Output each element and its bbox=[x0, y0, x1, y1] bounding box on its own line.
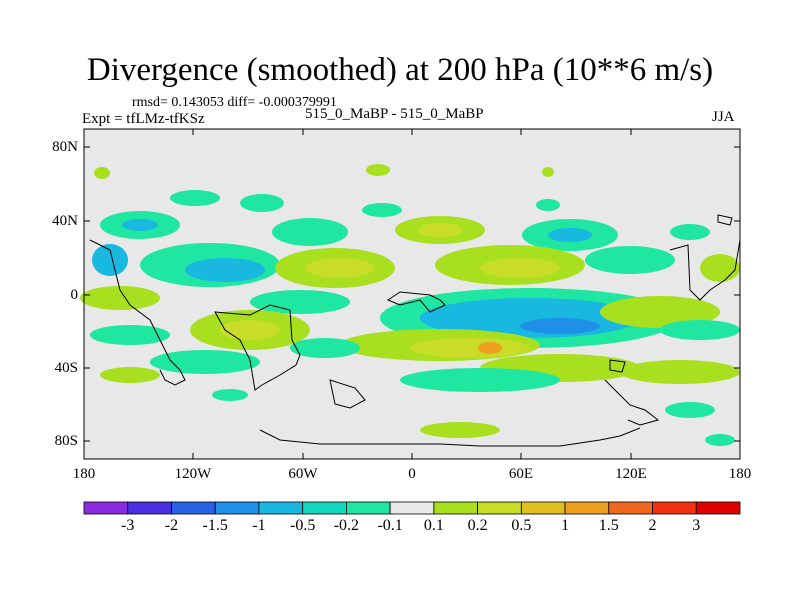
contour-blob bbox=[362, 203, 402, 217]
contour-blob bbox=[480, 258, 560, 278]
contour-blob bbox=[400, 368, 560, 392]
colorbar bbox=[83, 501, 741, 515]
colorbar-tick-label: 0.5 bbox=[511, 517, 532, 534]
colorbar-tick-label: -1 bbox=[252, 517, 266, 534]
colorbar-swatch bbox=[389, 501, 435, 515]
contour-blob bbox=[620, 360, 740, 384]
contour-blob bbox=[250, 290, 350, 314]
colorbar-tick-label: 1 bbox=[561, 517, 570, 534]
colorbar-swatch bbox=[608, 501, 653, 515]
colorbar-tick-label: 0.2 bbox=[467, 517, 488, 534]
stats-label: rmsd= 0.143053 diff= -0.000379991 bbox=[132, 95, 337, 110]
plot-title: Divergence (smoothed) at 200 hPa (10**6 … bbox=[86, 52, 714, 88]
maritime-coastline bbox=[609, 359, 626, 373]
south-america-coastline bbox=[214, 304, 301, 391]
x-tick-label: 120E bbox=[615, 466, 647, 482]
colorbar-swatch bbox=[258, 501, 304, 515]
contour-blob bbox=[410, 338, 530, 358]
colorbar-swatch bbox=[214, 501, 260, 515]
contour-blob bbox=[418, 223, 462, 237]
colorbar-swatch bbox=[302, 501, 347, 515]
axis-ticks bbox=[84, 129, 740, 459]
colorbar-tick-label: 3 bbox=[692, 517, 701, 534]
contour-blob bbox=[272, 218, 348, 246]
contour-blob bbox=[92, 244, 128, 276]
contour-blob bbox=[94, 167, 110, 179]
colorbar-swatch bbox=[433, 501, 478, 515]
contour-blob bbox=[542, 167, 554, 177]
x-tick-label: 0 bbox=[408, 466, 416, 482]
contour-blob bbox=[600, 296, 720, 328]
y-tick-label: 40N bbox=[52, 213, 78, 229]
colorbar-tick-label: -2 bbox=[164, 517, 179, 534]
y-tick-label: 80N bbox=[52, 139, 78, 155]
colorbar-swatch bbox=[520, 501, 566, 515]
colorbar-swatch bbox=[652, 501, 697, 515]
contour-blob bbox=[705, 434, 735, 446]
colorbar-tick-label: -0.2 bbox=[333, 517, 360, 534]
africa-coastline bbox=[386, 291, 446, 313]
map-panel bbox=[80, 128, 741, 460]
contour-blob bbox=[185, 258, 265, 282]
contour-blob bbox=[665, 402, 715, 418]
colorbar-swatch bbox=[171, 501, 216, 515]
colorbar-tick-label: -0.5 bbox=[289, 517, 316, 534]
colorbar-tick-label: -1.5 bbox=[202, 517, 228, 534]
contour-blob bbox=[670, 224, 710, 240]
coastlines bbox=[89, 214, 741, 447]
contour-blob bbox=[170, 190, 220, 206]
colorbar-swatch bbox=[477, 501, 522, 515]
colorbar-swatch bbox=[127, 501, 172, 515]
contour-blob bbox=[240, 194, 284, 212]
contour-blob bbox=[100, 367, 160, 383]
case-label: 515_0_MaBP - 515_0_MaBP bbox=[305, 106, 484, 122]
season-label: JJA bbox=[712, 109, 735, 125]
contour-blob bbox=[660, 320, 740, 340]
antarctica-coastline bbox=[259, 427, 641, 447]
asia-coastline bbox=[669, 239, 741, 301]
colorbar-swatch bbox=[345, 501, 391, 515]
contour-blob bbox=[585, 246, 675, 274]
antarctic-peninsula bbox=[329, 379, 366, 409]
contour-blob bbox=[90, 325, 170, 345]
contour-blob bbox=[366, 164, 390, 176]
map-background bbox=[84, 129, 740, 459]
contour-blob bbox=[80, 286, 160, 310]
colorbar-tick-label: -0.1 bbox=[377, 517, 403, 534]
x-tick-label: 60W bbox=[288, 466, 318, 482]
contour-blob bbox=[520, 318, 600, 334]
experiment-label: Expt = tfLMz-tfKSz bbox=[82, 111, 205, 127]
x-tick-label: 60E bbox=[508, 466, 534, 482]
contour-fills bbox=[80, 164, 740, 446]
contour-blob bbox=[305, 258, 375, 278]
arctic-coastline bbox=[717, 214, 733, 226]
colorbar-swatch bbox=[695, 501, 741, 515]
contour-blob bbox=[290, 338, 360, 358]
x-tick-label: 180 bbox=[728, 466, 752, 482]
contour-blob bbox=[700, 254, 740, 282]
contour-blob bbox=[220, 320, 280, 340]
contour-blob bbox=[548, 228, 592, 242]
contour-blob bbox=[536, 199, 560, 211]
y-tick-label: 0 bbox=[70, 287, 79, 303]
australia-coastline bbox=[604, 379, 660, 426]
contour-blob bbox=[420, 422, 500, 438]
colorbar-swatch bbox=[564, 501, 610, 515]
contour-blob bbox=[122, 219, 158, 231]
colorbar-tick-label: -3 bbox=[121, 517, 135, 534]
contour-blob bbox=[478, 342, 502, 354]
y-tick-label: 40S bbox=[54, 360, 78, 376]
x-tick-label: 180 bbox=[72, 466, 96, 482]
colorbar-tick-label: 2 bbox=[648, 517, 657, 534]
y-tick-label: 80S bbox=[54, 433, 78, 449]
colorbar-tick-label: 0.1 bbox=[423, 517, 444, 534]
contour-blob bbox=[212, 389, 248, 401]
colorbar-tick-label: 1.5 bbox=[598, 517, 619, 534]
americas-coastline bbox=[89, 239, 186, 386]
colorbar-swatch bbox=[83, 501, 129, 515]
x-tick-label: 120W bbox=[174, 466, 212, 482]
